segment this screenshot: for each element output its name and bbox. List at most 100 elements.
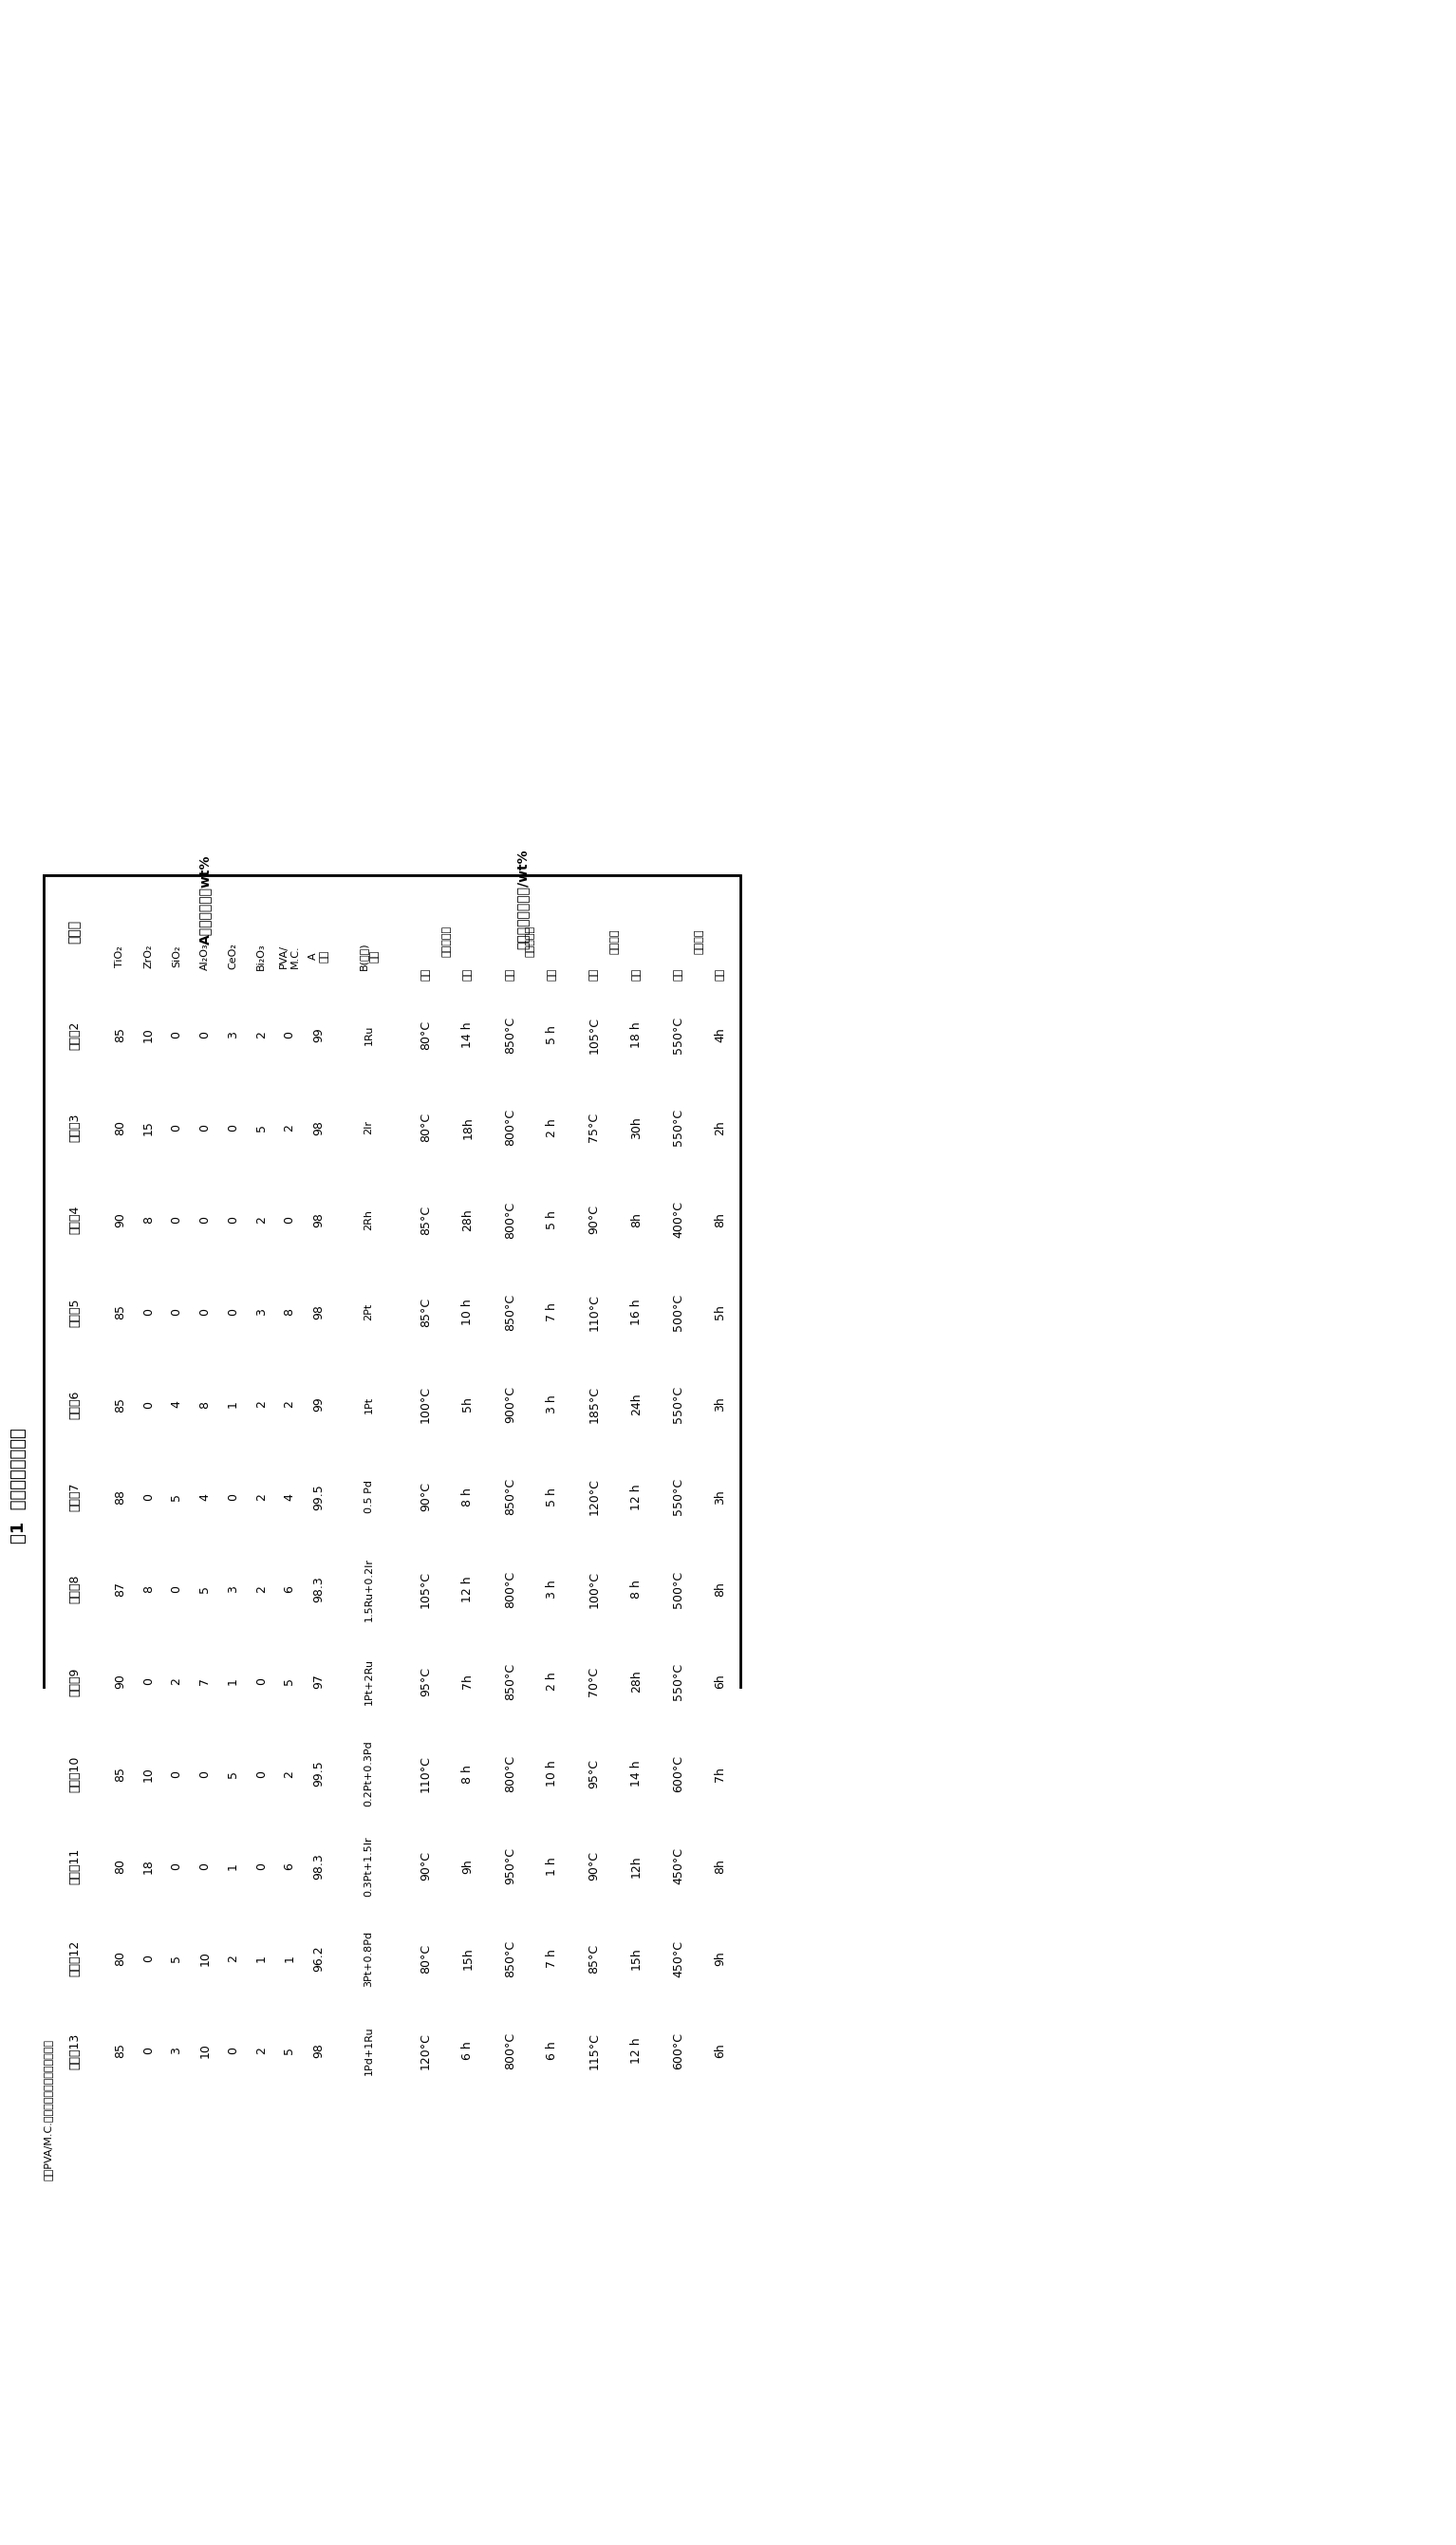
- Bar: [106, 1359, 134, 1451]
- Text: SiO₂: SiO₂: [172, 944, 181, 967]
- Text: 0: 0: [198, 1863, 211, 1871]
- Text: B(活性)
组分: B(活性) 组分: [358, 942, 379, 970]
- Text: 98.3: 98.3: [313, 1575, 325, 1603]
- Text: 9h: 9h: [715, 1952, 727, 1965]
- Bar: [134, 1728, 163, 1820]
- Bar: [616, 1820, 657, 1911]
- Text: 2: 2: [255, 1400, 268, 1407]
- Bar: [572, 924, 657, 959]
- Text: 110°C: 110°C: [588, 1293, 600, 1331]
- Text: 8: 8: [284, 1308, 296, 1316]
- Text: 0: 0: [198, 1125, 211, 1133]
- Text: 0.5 Pd: 0.5 Pd: [364, 1481, 374, 1514]
- Bar: [304, 924, 333, 990]
- Text: 7: 7: [198, 1677, 211, 1685]
- Bar: [275, 2005, 304, 2097]
- Text: 99.5: 99.5: [313, 1761, 325, 1787]
- Text: 400°C: 400°C: [673, 1201, 684, 1239]
- Text: 8: 8: [198, 1400, 211, 1407]
- Text: 24h: 24h: [630, 1392, 642, 1415]
- Text: 90°C: 90°C: [588, 1206, 600, 1234]
- Bar: [657, 1265, 700, 1359]
- Text: 8 h: 8 h: [462, 1764, 475, 1784]
- Bar: [447, 1173, 488, 1265]
- Text: 注：PVA/M.C.用量为占整个氧化重量百分比: 注：PVA/M.C.用量为占整个氧化重量百分比: [44, 2039, 52, 2181]
- Bar: [700, 959, 741, 990]
- Bar: [218, 1359, 248, 1451]
- Bar: [488, 1728, 531, 1820]
- Bar: [405, 2005, 447, 2097]
- Bar: [333, 1359, 405, 1451]
- Text: 5: 5: [227, 1769, 239, 1776]
- Bar: [106, 1451, 134, 1542]
- Text: 550°C: 550°C: [673, 1479, 684, 1514]
- Bar: [531, 1636, 572, 1728]
- Bar: [700, 1728, 741, 1820]
- Bar: [134, 2005, 163, 2097]
- Bar: [106, 1820, 134, 1911]
- Text: 98: 98: [313, 1120, 325, 1135]
- Text: 8h: 8h: [715, 1858, 727, 1873]
- Text: 成品焙烧: 成品焙烧: [695, 929, 703, 954]
- Bar: [134, 1542, 163, 1636]
- Bar: [572, 1451, 616, 1542]
- Bar: [488, 1636, 531, 1728]
- Text: 98: 98: [313, 1306, 325, 1321]
- Text: 0: 0: [198, 1308, 211, 1316]
- Bar: [531, 990, 572, 1082]
- Text: 2h: 2h: [715, 1120, 727, 1135]
- Text: 8 h: 8 h: [630, 1580, 642, 1598]
- Text: 实施例11: 实施例11: [68, 1848, 82, 1883]
- Bar: [44, 1636, 106, 1728]
- Text: 12h: 12h: [630, 1855, 642, 1878]
- Text: 实施例13: 实施例13: [68, 2033, 82, 2069]
- Text: 2Pt: 2Pt: [364, 1303, 374, 1321]
- Bar: [304, 1451, 333, 1542]
- Text: 85°C: 85°C: [588, 1944, 600, 1972]
- Bar: [657, 990, 700, 1082]
- Text: 90°C: 90°C: [419, 1850, 432, 1881]
- Text: 28h: 28h: [462, 1209, 475, 1232]
- Bar: [304, 2005, 333, 2097]
- Bar: [700, 1636, 741, 1728]
- Text: 800°C: 800°C: [504, 1570, 515, 1608]
- Text: 8h: 8h: [715, 1580, 727, 1596]
- Bar: [218, 1636, 248, 1728]
- Bar: [275, 1636, 304, 1728]
- Text: 2: 2: [255, 1031, 268, 1038]
- Text: 850°C: 850°C: [504, 1293, 515, 1331]
- Bar: [134, 1636, 163, 1728]
- Bar: [700, 1082, 741, 1173]
- Text: 185°C: 185°C: [588, 1387, 600, 1423]
- Text: 0: 0: [227, 1308, 239, 1316]
- Text: 3h: 3h: [715, 1397, 727, 1412]
- Text: 950°C: 950°C: [504, 1848, 515, 1886]
- Bar: [700, 1820, 741, 1911]
- Bar: [700, 2005, 741, 2097]
- Bar: [333, 990, 405, 1082]
- Bar: [163, 990, 191, 1082]
- Bar: [304, 1542, 333, 1636]
- Bar: [700, 1265, 741, 1359]
- Bar: [531, 1359, 572, 1451]
- Bar: [657, 1173, 700, 1265]
- Text: PVA/
M.C.: PVA/ M.C.: [280, 944, 300, 967]
- Text: 88: 88: [114, 1489, 127, 1504]
- Text: 15: 15: [143, 1120, 154, 1135]
- Bar: [106, 924, 134, 990]
- Bar: [106, 1265, 134, 1359]
- Text: 5: 5: [170, 1955, 182, 1962]
- Bar: [616, 1082, 657, 1173]
- Bar: [488, 990, 531, 1082]
- Bar: [616, 990, 657, 1082]
- Text: 5h: 5h: [462, 1397, 475, 1412]
- Text: 85: 85: [114, 1306, 127, 1321]
- Text: 80°C: 80°C: [419, 1944, 432, 1972]
- Text: 1: 1: [284, 1955, 296, 1962]
- Bar: [134, 1911, 163, 2005]
- Bar: [488, 1451, 531, 1542]
- Text: 0: 0: [284, 1217, 296, 1224]
- Text: 98: 98: [313, 2044, 325, 2059]
- Bar: [191, 1636, 218, 1728]
- Text: 2: 2: [170, 1677, 182, 1685]
